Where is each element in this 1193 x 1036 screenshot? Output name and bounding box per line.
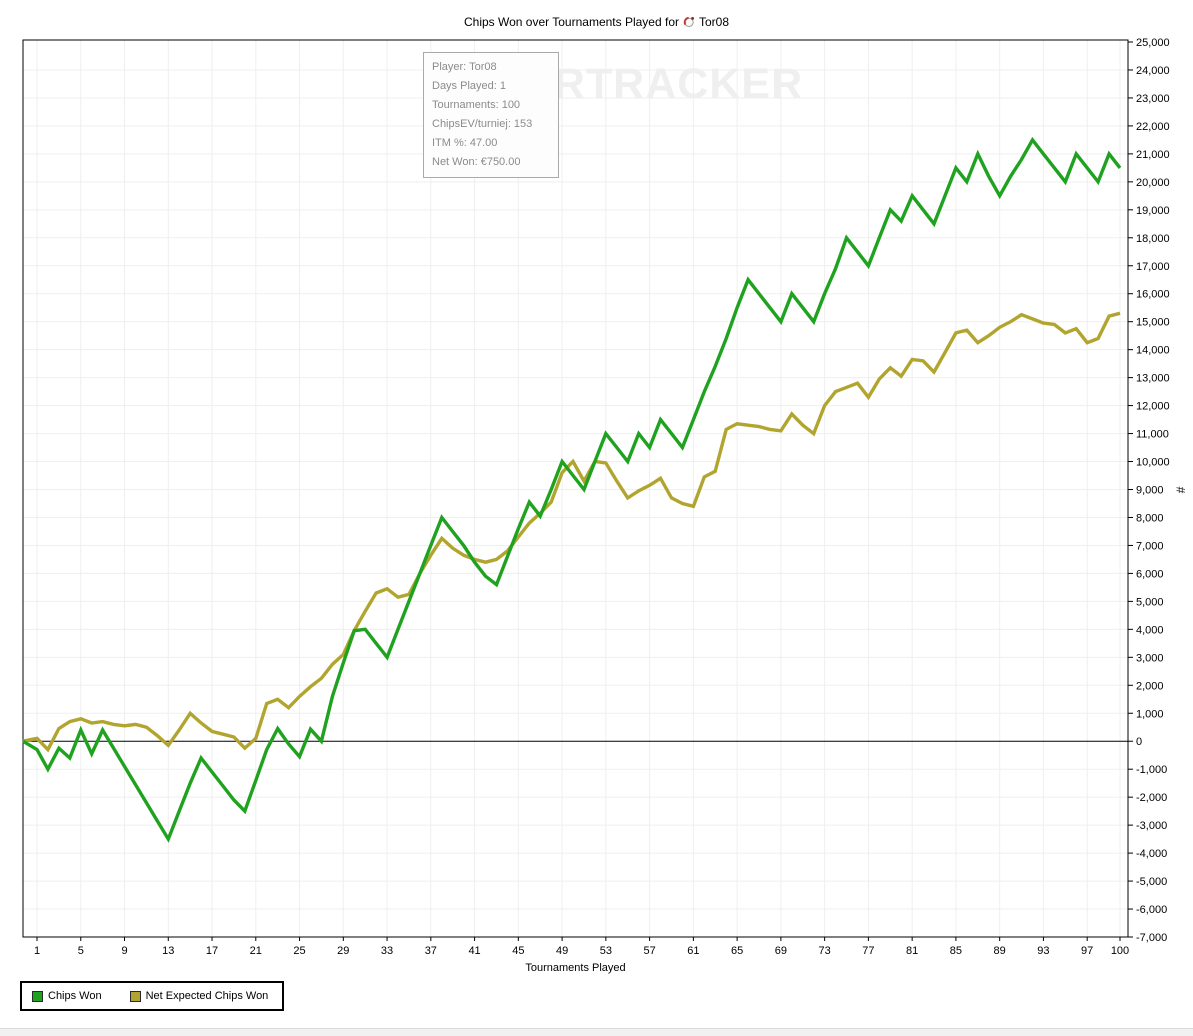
- svg-text:-7,000: -7,000: [1136, 932, 1167, 944]
- svg-text:81: 81: [906, 945, 918, 957]
- plot-border: [22, 39, 1129, 938]
- svg-text:19,000: 19,000: [1136, 205, 1170, 217]
- legend-swatch-net-expected: [129, 990, 141, 1002]
- y-axis: -7,000 -6,000 -5,000 -4,000 -3,000 -2,000 -1,0…: [1128, 37, 1170, 944]
- svg-text:5: 5: [78, 945, 84, 957]
- svg-text:2,000: 2,000: [1136, 680, 1164, 692]
- svg-text:21: 21: [250, 945, 262, 957]
- svg-text:12,000: 12,000: [1136, 401, 1170, 413]
- series-line-net-expected-chips-won: [22, 311, 1121, 753]
- tooltip-line: Net Won: €750.00: [432, 156, 521, 168]
- chart-title: Chips Won over Tournaments Played for To…: [0, 15, 1193, 29]
- svg-text:9: 9: [121, 945, 127, 957]
- svg-text:16,000: 16,000: [1136, 289, 1170, 301]
- svg-text:73: 73: [819, 945, 831, 957]
- chart-title-player: Tor08: [698, 15, 730, 29]
- svg-text:89: 89: [994, 945, 1006, 957]
- svg-text:15,000: 15,000: [1136, 317, 1170, 329]
- svg-text:85: 85: [950, 945, 962, 957]
- svg-text:29: 29: [337, 945, 349, 957]
- svg-text:57: 57: [643, 945, 655, 957]
- svg-text:77: 77: [862, 945, 874, 957]
- tooltip-line: ITM %: 47.00: [432, 137, 498, 149]
- svg-text:24,000: 24,000: [1136, 65, 1170, 77]
- svg-text:53: 53: [600, 945, 612, 957]
- tooltip-line: Days Played: 1: [432, 80, 506, 92]
- svg-text:8,000: 8,000: [1136, 512, 1164, 524]
- svg-text:13,000: 13,000: [1136, 373, 1170, 385]
- svg-text:93: 93: [1037, 945, 1049, 957]
- y-axis-title: #: [1173, 486, 1188, 494]
- svg-text:-5,000: -5,000: [1136, 876, 1167, 888]
- tooltip-line: ChipsEV/turniej: 153: [432, 118, 533, 130]
- legend-label-chips-won: Chips Won: [48, 990, 102, 1002]
- svg-text:9,000: 9,000: [1136, 485, 1164, 497]
- tooltip: Player: Tor08 Days Played: 1 Tournaments: …: [423, 52, 559, 178]
- svg-text:6,000: 6,000: [1136, 568, 1164, 580]
- svg-text:33: 33: [381, 945, 393, 957]
- svg-text:3,000: 3,000: [1136, 652, 1164, 664]
- x-axis-title: Tournaments Played: [525, 962, 626, 974]
- svg-text:14,000: 14,000: [1136, 345, 1170, 357]
- svg-text:-1,000: -1,000: [1136, 764, 1167, 776]
- svg-text:61: 61: [687, 945, 699, 957]
- legend-label-net-expected: Net Expected Chips Won: [145, 990, 269, 1002]
- svg-text:17: 17: [206, 945, 218, 957]
- x-axis: 1 5 9 13 17 21 25 29 33 37 41 45 49 53 57 61 65 69 73 77 81 8…: [34, 937, 1129, 957]
- svg-text:-4,000: -4,000: [1136, 848, 1167, 860]
- svg-text:0: 0: [1136, 736, 1142, 748]
- chart-title-text: Chips Won over Tournaments Played for: [463, 15, 679, 29]
- svg-text:23,000: 23,000: [1136, 93, 1170, 105]
- svg-text:25,000: 25,000: [1136, 37, 1170, 49]
- legend-item-net-expected: Net Expected Chips Won: [129, 990, 269, 1002]
- gridlines: [23, 40, 1128, 937]
- svg-text:-3,000: -3,000: [1136, 820, 1167, 832]
- series-lines: [22, 136, 1122, 843]
- svg-text:-6,000: -6,000: [1136, 904, 1167, 916]
- svg-text:11,000: 11,000: [1136, 429, 1169, 441]
- svg-text:37: 37: [425, 945, 437, 957]
- svg-text:20,000: 20,000: [1136, 177, 1170, 189]
- series-line-chips-won: [22, 136, 1122, 843]
- legend: Chips Won Net Expected Chips Won: [20, 981, 285, 1011]
- svg-text:1: 1: [34, 945, 40, 957]
- svg-text:100: 100: [1111, 945, 1129, 957]
- legend-item-chips-won: Chips Won: [32, 990, 102, 1002]
- svg-text:7,000: 7,000: [1136, 540, 1164, 552]
- svg-text:41: 41: [468, 945, 480, 957]
- svg-text:97: 97: [1081, 945, 1093, 957]
- svg-text:45: 45: [512, 945, 524, 957]
- svg-text:4,000: 4,000: [1136, 624, 1164, 636]
- svg-text:13: 13: [162, 945, 174, 957]
- svg-text:1,000: 1,000: [1136, 708, 1164, 720]
- svg-text:17,000: 17,000: [1136, 261, 1170, 273]
- svg-text:21,000: 21,000: [1136, 149, 1170, 161]
- svg-text:-2,000: -2,000: [1136, 792, 1167, 804]
- tooltip-line: Tournaments: 100: [432, 99, 521, 111]
- svg-text:49: 49: [556, 945, 568, 957]
- svg-text:22,000: 22,000: [1136, 121, 1170, 133]
- tooltip-line: Player: Tor08: [432, 61, 497, 73]
- svg-text:18,000: 18,000: [1136, 233, 1170, 245]
- svg-text:25: 25: [293, 945, 305, 957]
- player-icon: [683, 16, 694, 27]
- svg-text:65: 65: [731, 945, 743, 957]
- svg-text:10,000: 10,000: [1136, 457, 1170, 469]
- svg-text:5,000: 5,000: [1136, 596, 1164, 608]
- window-bottom-strip: [0, 1028, 1193, 1036]
- svg-text:69: 69: [775, 945, 787, 957]
- legend-swatch-chips-won: [32, 990, 43, 1002]
